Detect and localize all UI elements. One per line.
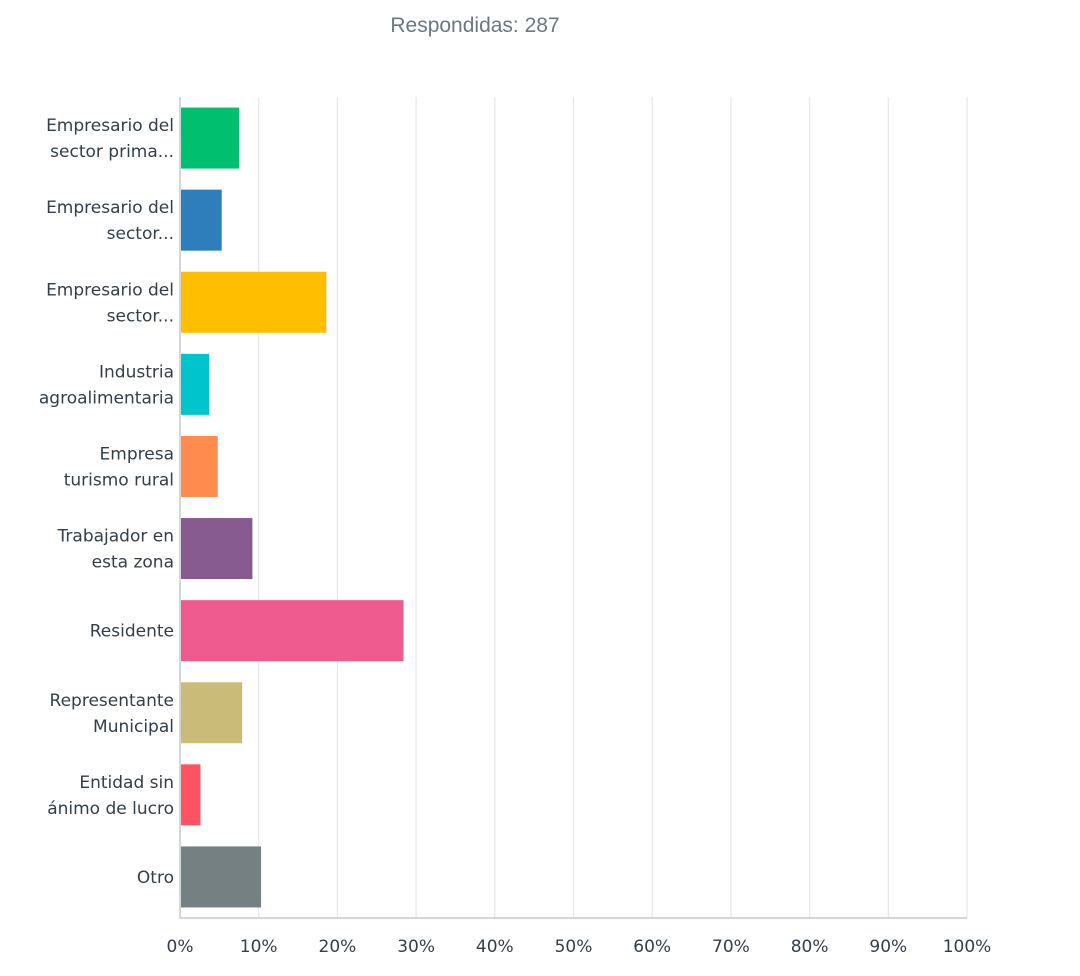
category-label: Otro [137,868,174,888]
x-tick-label: 70% [712,937,750,957]
category-label: Trabajador en esta zona [57,527,174,573]
x-tick-label: 40% [476,937,514,957]
category-label: Empresa turismo rural [64,444,174,490]
bar[interactable] [181,107,240,169]
bar[interactable] [181,271,327,333]
category-label: Empresario del sector... [46,198,174,244]
x-tick-label: 100% [943,937,992,957]
category-label: Empresario del sector prima... [46,116,174,162]
x-tick-label: 90% [869,937,907,957]
category-label: Representante Municipal [50,691,174,737]
x-tick-labels: 0% 10% 20% 30% 40% 50% 60% 70% 80% 90% 100% [167,937,992,957]
category-label: Empresario del sector... [46,280,174,326]
x-tick-label: 50% [555,937,593,957]
bar[interactable] [181,189,222,251]
x-tick-label: 80% [791,937,829,957]
bar[interactable] [181,682,243,744]
gridlines [258,97,968,918]
bar[interactable] [181,518,253,580]
bar[interactable] [181,353,210,415]
x-tick-label: 60% [633,937,671,957]
x-tick-label: 30% [397,937,435,957]
bar[interactable] [181,600,404,662]
category-labels: Empresario del sector prima... Empresario … [39,116,174,888]
x-tick-label: 0% [167,937,194,957]
bar[interactable] [181,435,218,497]
axes [179,97,967,919]
bars [181,107,404,908]
bar[interactable] [181,764,201,826]
x-tick-label: 20% [319,937,357,957]
category-label: Industria agroalimentaria [39,362,174,408]
x-tick-label: 10% [240,937,278,957]
category-label: Residente [90,622,174,642]
respondents-count: Respondidas: 287 [390,14,560,37]
bar[interactable] [181,846,262,908]
category-label: Entidad sin ánimo de lucro [47,773,174,819]
